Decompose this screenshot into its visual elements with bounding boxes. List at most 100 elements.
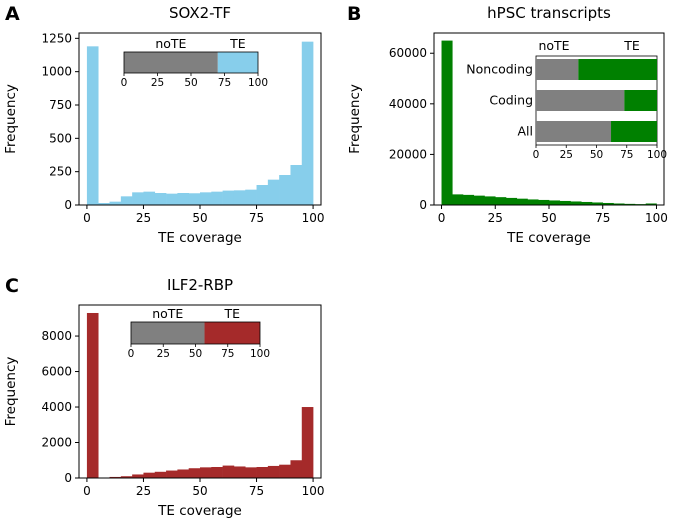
histogram-bar	[267, 465, 280, 478]
inset-bar-segment	[124, 52, 218, 73]
x-tick-label: 50	[192, 484, 207, 498]
inset-bar-segment	[536, 59, 579, 80]
y-tick-label: 750	[49, 98, 72, 112]
histogram-bar	[154, 193, 167, 205]
histogram-bar	[98, 203, 110, 205]
x-tick-label: 50	[192, 211, 207, 225]
x-tick-label: 25	[136, 211, 151, 225]
y-tick-label: 8000	[41, 329, 72, 343]
x-tick-label: 100	[302, 211, 325, 225]
histogram-bar	[279, 175, 291, 205]
inset-bar-segment	[611, 121, 657, 142]
y-tick-label: 6000	[41, 365, 72, 379]
inset-chart: noTE TE 0 25 50 75 100	[121, 36, 268, 89]
histogram-bar	[233, 466, 246, 478]
histogram-bar	[645, 203, 657, 205]
histogram-bar	[120, 476, 133, 478]
y-tick-label: 1250	[41, 31, 72, 45]
panel-letter: C	[5, 275, 19, 297]
histogram-bar	[233, 190, 246, 205]
panel-letter: B	[347, 3, 361, 25]
inset-tick-label: 0	[128, 348, 135, 360]
inset-series-label: noTE	[152, 306, 183, 321]
x-tick-label: 25	[136, 484, 151, 498]
histogram-bar	[516, 198, 528, 205]
histogram-bar	[245, 189, 257, 205]
histogram-bar	[143, 472, 156, 478]
inset-tick-label: 50	[590, 149, 603, 161]
y-tick-label: 2000	[41, 436, 72, 450]
histogram-bar	[109, 476, 122, 478]
inset-tick-label: 25	[157, 348, 170, 360]
histogram-bar	[591, 202, 604, 205]
y-tick-label: 40000	[389, 97, 427, 111]
histogram-bar	[177, 469, 189, 478]
y-tick-label: 0	[64, 471, 72, 485]
inset-tick-label: 75	[221, 348, 234, 360]
x-tick-label: 0	[438, 211, 446, 225]
histogram-bar	[132, 192, 144, 205]
histogram-bar	[506, 197, 518, 205]
inset-chart: noTE TE 0 25 50 75 100	[128, 306, 270, 360]
inset-series-label: TE	[223, 306, 240, 321]
x-tick-label: 75	[249, 211, 264, 225]
x-tick-label: 100	[645, 211, 668, 225]
chart-title: hPSC transcripts	[487, 4, 611, 22]
histogram-bar	[132, 474, 144, 478]
x-tick-label: 75	[595, 211, 610, 225]
inset-bar-segment	[536, 90, 625, 111]
inset-series-label: TE	[229, 36, 246, 51]
x-axis-label: TE coverage	[157, 503, 242, 519]
histogram-bar	[86, 46, 99, 206]
x-tick-label: 100	[302, 484, 325, 498]
histogram-bar	[452, 194, 464, 205]
y-axis-label: Frequency	[347, 84, 363, 154]
histogram-bar	[222, 190, 235, 205]
inset-category-label: Coding	[489, 93, 533, 108]
inset-tick-label: 0	[121, 77, 128, 89]
histogram-bar	[86, 312, 99, 478]
panel-letter: A	[5, 3, 20, 25]
histogram-bar	[222, 465, 235, 478]
inset-tick-label: 25	[560, 149, 573, 161]
histogram-bar	[581, 201, 593, 205]
histogram-bar	[549, 200, 561, 205]
histogram-bar	[245, 467, 257, 478]
inset-bar-segment	[217, 52, 258, 73]
panel-c: C ILF2-RBP 0 25 50 75 100 0 2000 4000 6000 8000 TE c…	[3, 275, 325, 519]
histogram-bar	[200, 192, 212, 205]
histogram-bar	[200, 467, 212, 478]
inset-tick-label: 50	[184, 77, 197, 89]
histogram-bar	[211, 466, 223, 478]
histogram-bar	[188, 193, 201, 205]
y-tick-label: 250	[49, 165, 72, 179]
histogram-bar	[256, 185, 269, 205]
x-tick-label: 0	[83, 211, 91, 225]
histogram-bar	[177, 193, 189, 205]
histogram-bar	[301, 41, 314, 205]
y-tick-label: 4000	[41, 400, 72, 414]
inset-category-label: Noncoding	[466, 62, 533, 77]
histogram-bar	[211, 191, 223, 205]
y-tick-label: 0	[419, 198, 427, 212]
histogram-bar	[279, 464, 291, 478]
y-axis-label: Frequency	[3, 357, 19, 427]
histogram-bar	[613, 203, 625, 205]
histogram-bar	[484, 196, 496, 205]
histogram-bar	[495, 197, 507, 205]
inset-bar-segment	[204, 322, 260, 344]
histogram-bar	[256, 466, 269, 478]
x-tick-label: 0	[83, 484, 91, 498]
y-tick-label: 500	[49, 131, 72, 145]
y-tick-label: 60000	[389, 46, 427, 60]
histogram-bar	[570, 201, 582, 205]
histogram-bar	[538, 199, 550, 205]
y-tick-label: 1000	[41, 65, 72, 79]
x-tick-label: 25	[488, 211, 503, 225]
histogram-bar	[166, 193, 178, 205]
y-tick-label: 0	[64, 198, 72, 212]
histogram-bar	[463, 194, 475, 205]
inset-category-label: All	[518, 124, 534, 139]
